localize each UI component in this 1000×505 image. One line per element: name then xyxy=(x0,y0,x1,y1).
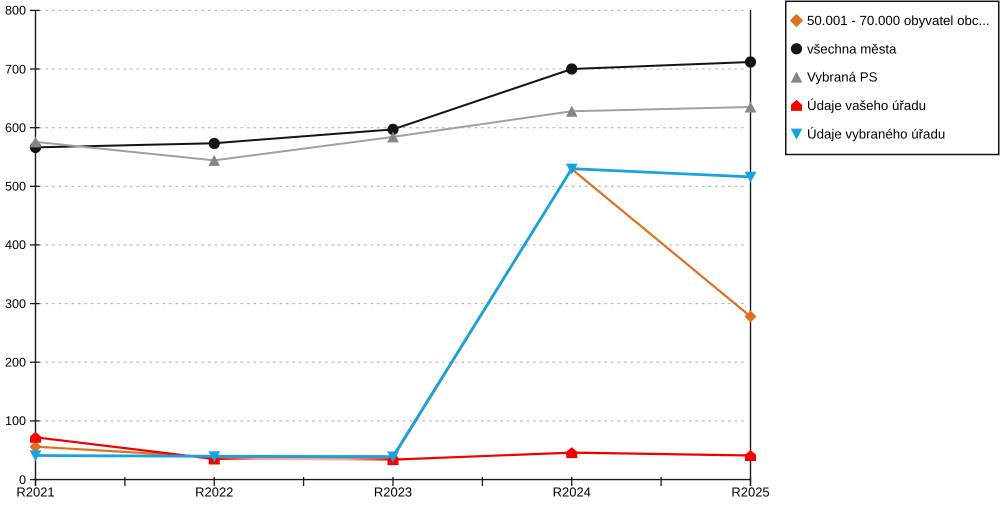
svg-text:0: 0 xyxy=(19,473,26,487)
svg-text:R2023: R2023 xyxy=(374,485,412,500)
svg-text:300: 300 xyxy=(5,297,26,311)
svg-text:600: 600 xyxy=(5,121,26,135)
svg-text:50.001 - 70.000 obyvatel obc..: 50.001 - 70.000 obyvatel obc... xyxy=(807,13,990,28)
svg-text:všechna města: všechna města xyxy=(807,41,897,56)
svg-text:800: 800 xyxy=(5,4,26,18)
svg-text:Údaje vybraného úřadu: Údaje vybraného úřadu xyxy=(807,126,945,141)
svg-text:700: 700 xyxy=(5,62,26,76)
svg-text:400: 400 xyxy=(5,238,26,252)
svg-text:R2024: R2024 xyxy=(553,485,591,500)
svg-text:R2021: R2021 xyxy=(16,485,54,500)
svg-text:100: 100 xyxy=(5,414,26,428)
svg-text:Údaje vašeho úřadu: Údaje vašeho úřadu xyxy=(807,98,926,113)
svg-text:R2025: R2025 xyxy=(731,485,769,500)
svg-text:Vybraná PS: Vybraná PS xyxy=(807,70,878,85)
svg-text:200: 200 xyxy=(5,356,26,370)
svg-text:R2022: R2022 xyxy=(195,485,233,500)
svg-text:500: 500 xyxy=(5,180,26,194)
